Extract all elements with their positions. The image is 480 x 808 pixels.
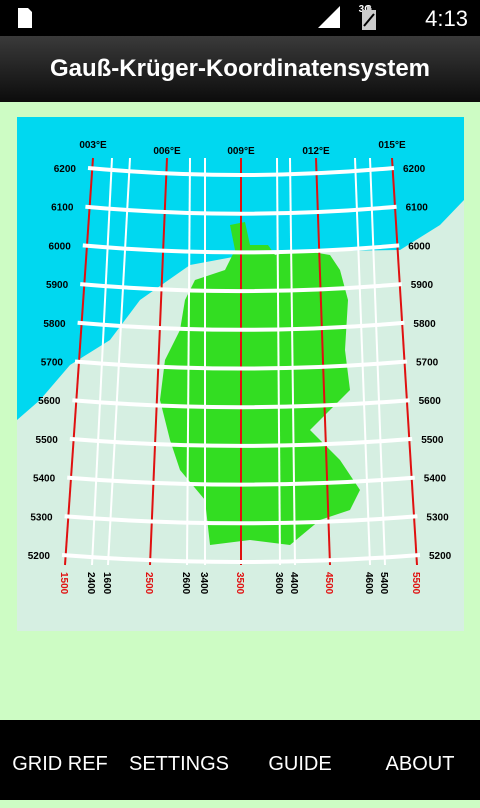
grid-line: [354, 157, 371, 566]
status-bar: 3G 4:13: [0, 0, 480, 36]
grid-line: [107, 157, 131, 566]
network: 3G: [358, 4, 372, 15]
northing-label: 6000: [408, 241, 431, 252]
grid-line: [289, 157, 296, 566]
longitude-label: 015°E: [378, 140, 406, 151]
grid-line: [87, 166, 395, 177]
grid-line: [67, 475, 415, 487]
northing-label: 6100: [51, 203, 74, 214]
easting-label: 5400: [378, 572, 389, 595]
easting-label: 3500: [234, 572, 245, 595]
easting-label: 3400: [198, 572, 209, 595]
easting-label: 2500: [143, 572, 154, 595]
title-bar: Gauß-Krüger-Koordinatensystem: [0, 36, 480, 102]
northing-label: 6100: [406, 203, 429, 214]
grid-line: [61, 553, 421, 564]
bottom-nav: GRID REF SETTINGS GUIDE ABOUT: [0, 720, 480, 800]
longitude-label: 006°E: [153, 146, 181, 157]
northing-label: 5200: [429, 551, 452, 562]
easting-label: 5500: [410, 572, 421, 595]
map: 6200 6200 6100 6100 6000 6000 5900 5900 5800 5800…: [17, 117, 464, 631]
northing-label: 5800: [43, 319, 66, 330]
northing-label: 5600: [419, 396, 442, 407]
northing-label: 5800: [413, 319, 436, 330]
longitude-label: 009°E: [227, 146, 255, 157]
nav-button[interactable]: SETTINGS: [128, 753, 229, 775]
easting-label: 4500: [323, 572, 334, 595]
grid-line: [64, 514, 418, 526]
easting-label: 2400: [85, 572, 96, 595]
easting-label: 4400: [288, 572, 299, 595]
grid-line: [82, 243, 400, 255]
northing-label: 6200: [54, 164, 77, 175]
northing-label: 5200: [28, 551, 51, 562]
grid-line: [80, 282, 402, 294]
northing-label: 5600: [38, 396, 61, 407]
nav-button[interactable]: GRID REF: [12, 753, 108, 775]
longitude-label: 003°E: [79, 140, 107, 151]
grid-line: [72, 398, 410, 410]
easting-label: 3600: [273, 572, 284, 595]
northing-label: 6200: [403, 164, 426, 175]
nav-button[interactable]: GUIDE: [268, 753, 332, 775]
northing-label: 5700: [416, 358, 439, 369]
sd-icon: [18, 8, 32, 28]
easting-label: 2600: [180, 572, 191, 595]
northing-label: 5300: [30, 512, 53, 523]
northing-label: 5700: [41, 358, 64, 369]
clock: 4:13: [425, 6, 468, 31]
grid-line: [85, 204, 397, 216]
grid-line: [74, 359, 408, 371]
zone-meridian: [315, 157, 331, 566]
easting-label: 1500: [58, 572, 69, 595]
northing-label: 5500: [36, 435, 59, 446]
grid-line: [369, 157, 386, 566]
northing-label: 5300: [426, 512, 449, 523]
nav-button[interactable]: ABOUT: [385, 753, 455, 775]
easting-label: 1600: [101, 572, 112, 595]
easting-label: 4600: [363, 572, 374, 595]
longitude-label: 012°E: [302, 146, 330, 157]
grid-line: [186, 157, 191, 566]
zone-meridian: [149, 157, 168, 566]
northing-label: 5900: [411, 280, 434, 291]
grid-line: [69, 436, 413, 448]
grid-line: [77, 320, 405, 332]
northing-label: 5500: [421, 435, 444, 446]
grid-line: [91, 157, 113, 566]
northing-label: 5400: [33, 474, 56, 485]
northing-label: 6000: [49, 241, 72, 252]
northing-label: 5900: [46, 280, 69, 291]
northing-label: 5400: [424, 474, 447, 485]
grid-line: [276, 157, 281, 566]
status-icons: [318, 6, 376, 30]
